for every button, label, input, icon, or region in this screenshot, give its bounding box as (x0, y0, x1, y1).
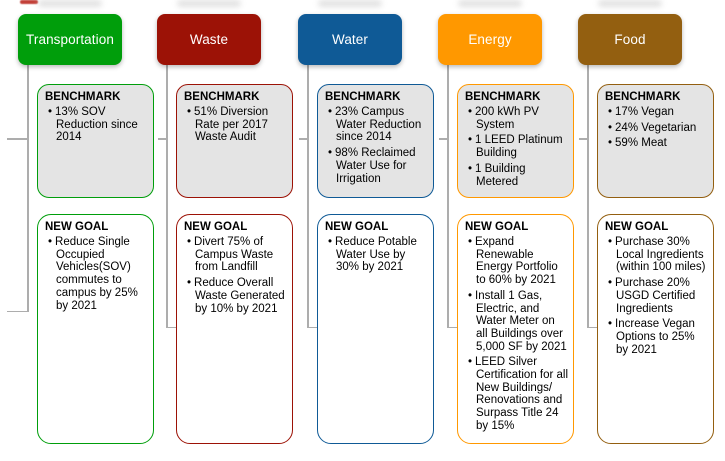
benchmark-item: 1 Building Metered (465, 163, 569, 188)
column-header-transportation: Transportation (18, 14, 122, 65)
column-header-food: Food (578, 14, 682, 65)
column-header-energy: Energy (438, 14, 542, 65)
crop-artifact (20, 0, 38, 4)
crop-artifact (177, 0, 241, 7)
new-goal-item: Purchase 20% USGD Certified Ingredients (605, 277, 709, 315)
connector-tick (447, 326, 458, 328)
connector-tick (587, 326, 598, 328)
column-title: Energy (468, 32, 512, 47)
connector-tick (307, 326, 318, 328)
benchmark-heading: BENCHMARK (465, 91, 541, 103)
new-goal-box-waste: NEW GOAL Divert 75% of Campus Waste from… (176, 214, 293, 444)
new-goal-box-transportation: NEW GOAL Reduce Single Occupied Vehicles… (37, 214, 154, 444)
benchmark-item: 24% Vegetarian (605, 122, 709, 135)
benchmark-item: 98% Reclaimed Water Use for Irrigation (325, 147, 429, 185)
benchmark-box-water: BENCHMARK 23% Campus Water Reduction sin… (317, 84, 434, 198)
new-goal-item: Reduce Single Occupied Vehicles(SOV) com… (45, 236, 149, 312)
column-energy: Energy BENCHMARK 200 kWh PV System 1 LEE… (438, 0, 578, 461)
benchmark-item: 51% Diversion Rate per 2017 Waste Audit (184, 106, 288, 144)
connector-line (27, 60, 29, 312)
benchmark-box-food: BENCHMARK 17% Vegan 24% Vegetarian 59% M… (597, 84, 714, 198)
connector-tick (7, 138, 28, 140)
connector-tick (166, 326, 177, 328)
new-goal-heading: NEW GOAL (605, 221, 669, 233)
column-title: Waste (189, 32, 229, 47)
connector-tick (579, 138, 588, 140)
column-transportation: Transportation BENCHMARK 13% SOV Reducti… (7, 0, 158, 461)
new-goal-box-food: NEW GOAL Purchase 30% Local Ingredients … (597, 214, 714, 444)
crop-artifact (458, 0, 522, 7)
connector-tick (7, 310, 28, 312)
benchmark-heading: BENCHMARK (184, 91, 260, 103)
new-goal-item: Purchase 30% Local Ingredients (within 1… (605, 236, 709, 274)
benchmark-box-transportation: BENCHMARK 13% SOV Reduction since 2014 (37, 84, 154, 198)
new-goal-box-water: NEW GOAL Reduce Potable Water Use by 30%… (317, 214, 434, 444)
new-goal-heading: NEW GOAL (465, 221, 529, 233)
column-title: Water (331, 32, 368, 47)
column-food: Food BENCHMARK 17% Vegan 24% Vegetarian … (578, 0, 718, 461)
benchmark-box-energy: BENCHMARK 200 kWh PV System 1 LEED Plati… (457, 84, 574, 198)
column-title: Transportation (26, 32, 114, 47)
column-title: Food (614, 32, 646, 47)
new-goal-item: Reduce Potable Water Use by 30% by 2021 (325, 236, 429, 274)
connector-tick (439, 138, 448, 140)
new-goal-item: Increase Vegan Options to 25% by 2021 (605, 318, 709, 356)
crop-artifact (38, 0, 102, 7)
benchmark-box-waste: BENCHMARK 51% Diversion Rate per 2017 Wa… (176, 84, 293, 198)
benchmark-heading: BENCHMARK (605, 91, 681, 103)
connector-tick (158, 138, 167, 140)
benchmark-item: 23% Campus Water Reduction since 2014 (325, 106, 429, 144)
benchmark-item: 59% Meat (605, 137, 709, 150)
column-header-water: Water (298, 14, 402, 65)
benchmark-heading: BENCHMARK (45, 91, 121, 103)
benchmark-item: 200 kWh PV System (465, 106, 569, 131)
connector-line (447, 60, 449, 328)
benchmark-item: 17% Vegan (605, 106, 709, 119)
connector-line (166, 60, 168, 328)
new-goal-heading: NEW GOAL (45, 221, 109, 233)
crop-artifact (598, 0, 662, 7)
benchmark-item: 13% SOV Reduction since 2014 (45, 106, 149, 144)
benchmark-heading: BENCHMARK (325, 91, 401, 103)
connector-line (307, 60, 309, 328)
connector-tick (299, 138, 308, 140)
new-goal-item: Reduce Overall Waste Generated by 10% by… (184, 277, 288, 315)
new-goal-item: Divert 75% of Campus Waste from Landfill (184, 236, 288, 274)
new-goal-box-energy: NEW GOAL Expand Renewable Energy Portfol… (457, 214, 574, 444)
column-water: Water BENCHMARK 23% Campus Water Reducti… (298, 0, 438, 461)
column-header-waste: Waste (157, 14, 261, 65)
new-goal-item: Expand Renewable Energy Portfolio to 60%… (465, 236, 569, 287)
new-goal-item: Install 1 Gas, Electric, and Water Meter… (465, 290, 569, 354)
column-waste: Waste BENCHMARK 51% Diversion Rate per 2… (157, 0, 297, 461)
crop-artifact (318, 0, 382, 7)
new-goal-heading: NEW GOAL (184, 221, 248, 233)
new-goal-heading: NEW GOAL (325, 221, 389, 233)
benchmark-item: 1 LEED Platinum Building (465, 134, 569, 159)
connector-line (587, 60, 589, 328)
new-goal-item: LEED Silver Certification for all New Bu… (465, 356, 569, 432)
